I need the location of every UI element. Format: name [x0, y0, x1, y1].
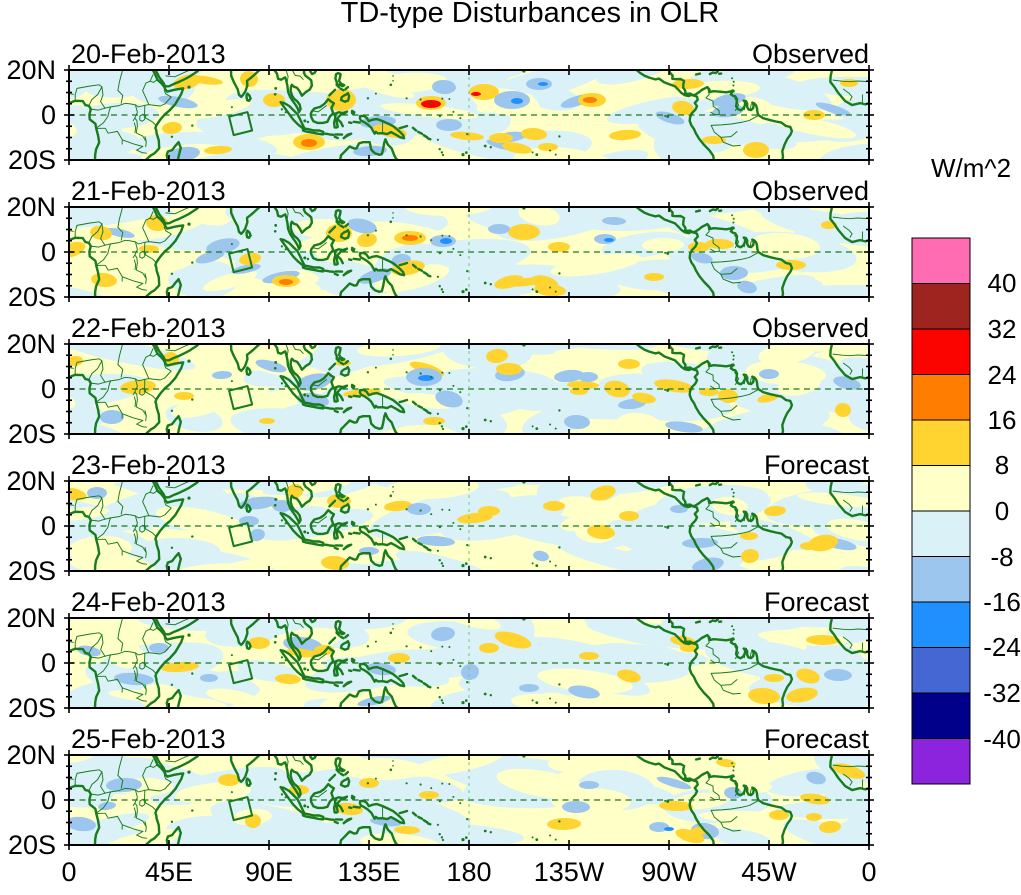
svg-text:Observed: Observed — [752, 313, 869, 343]
svg-text:0: 0 — [61, 857, 76, 887]
svg-text:TD-type Disturbances in OLR: TD-type Disturbances in OLR — [341, 0, 720, 29]
svg-text:20N: 20N — [6, 466, 56, 496]
svg-text:20N: 20N — [6, 55, 56, 85]
svg-text:8: 8 — [995, 450, 1009, 480]
svg-text:0: 0 — [995, 496, 1009, 526]
svg-text:90W: 90W — [641, 857, 697, 887]
svg-text:0: 0 — [861, 857, 876, 887]
svg-text:-16: -16 — [983, 587, 1021, 617]
svg-text:90E: 90E — [245, 857, 293, 887]
svg-text:20S: 20S — [8, 830, 56, 860]
svg-text:20S: 20S — [8, 693, 56, 723]
svg-text:40: 40 — [988, 268, 1017, 298]
svg-text:20N: 20N — [6, 329, 56, 359]
svg-text:-24: -24 — [983, 632, 1021, 662]
svg-text:-40: -40 — [983, 724, 1021, 754]
svg-text:0: 0 — [41, 100, 56, 130]
svg-text:Forecast: Forecast — [764, 587, 870, 617]
svg-text:20N: 20N — [6, 740, 56, 770]
svg-text:20-Feb-2013: 20-Feb-2013 — [71, 39, 226, 69]
svg-text:20N: 20N — [6, 603, 56, 633]
svg-text:0: 0 — [41, 648, 56, 678]
svg-text:22-Feb-2013: 22-Feb-2013 — [71, 313, 226, 343]
svg-text:24-Feb-2013: 24-Feb-2013 — [71, 587, 226, 617]
svg-text:180: 180 — [446, 857, 491, 887]
svg-text:16: 16 — [988, 405, 1017, 435]
svg-text:0: 0 — [41, 785, 56, 815]
svg-text:20S: 20S — [8, 282, 56, 312]
svg-text:0: 0 — [41, 511, 56, 541]
svg-text:0: 0 — [41, 237, 56, 267]
svg-text:23-Feb-2013: 23-Feb-2013 — [71, 450, 226, 480]
svg-text:W/m^2: W/m^2 — [931, 153, 1011, 183]
svg-text:135W: 135W — [534, 857, 605, 887]
svg-text:45W: 45W — [741, 857, 797, 887]
svg-text:20S: 20S — [8, 419, 56, 449]
svg-text:25-Feb-2013: 25-Feb-2013 — [71, 724, 226, 754]
svg-text:135E: 135E — [337, 857, 400, 887]
svg-text:24: 24 — [988, 360, 1017, 390]
svg-text:-32: -32 — [983, 678, 1021, 708]
svg-text:-8: -8 — [990, 542, 1013, 572]
svg-text:Observed: Observed — [752, 39, 869, 69]
svg-text:20S: 20S — [8, 556, 56, 586]
svg-text:20N: 20N — [6, 192, 56, 222]
svg-text:45E: 45E — [145, 857, 193, 887]
svg-text:32: 32 — [988, 314, 1017, 344]
svg-text:Forecast: Forecast — [764, 724, 870, 754]
svg-text:Observed: Observed — [752, 176, 869, 206]
svg-text:20S: 20S — [8, 145, 56, 175]
svg-text:0: 0 — [41, 374, 56, 404]
svg-text:Forecast: Forecast — [764, 450, 870, 480]
svg-text:21-Feb-2013: 21-Feb-2013 — [71, 176, 226, 206]
